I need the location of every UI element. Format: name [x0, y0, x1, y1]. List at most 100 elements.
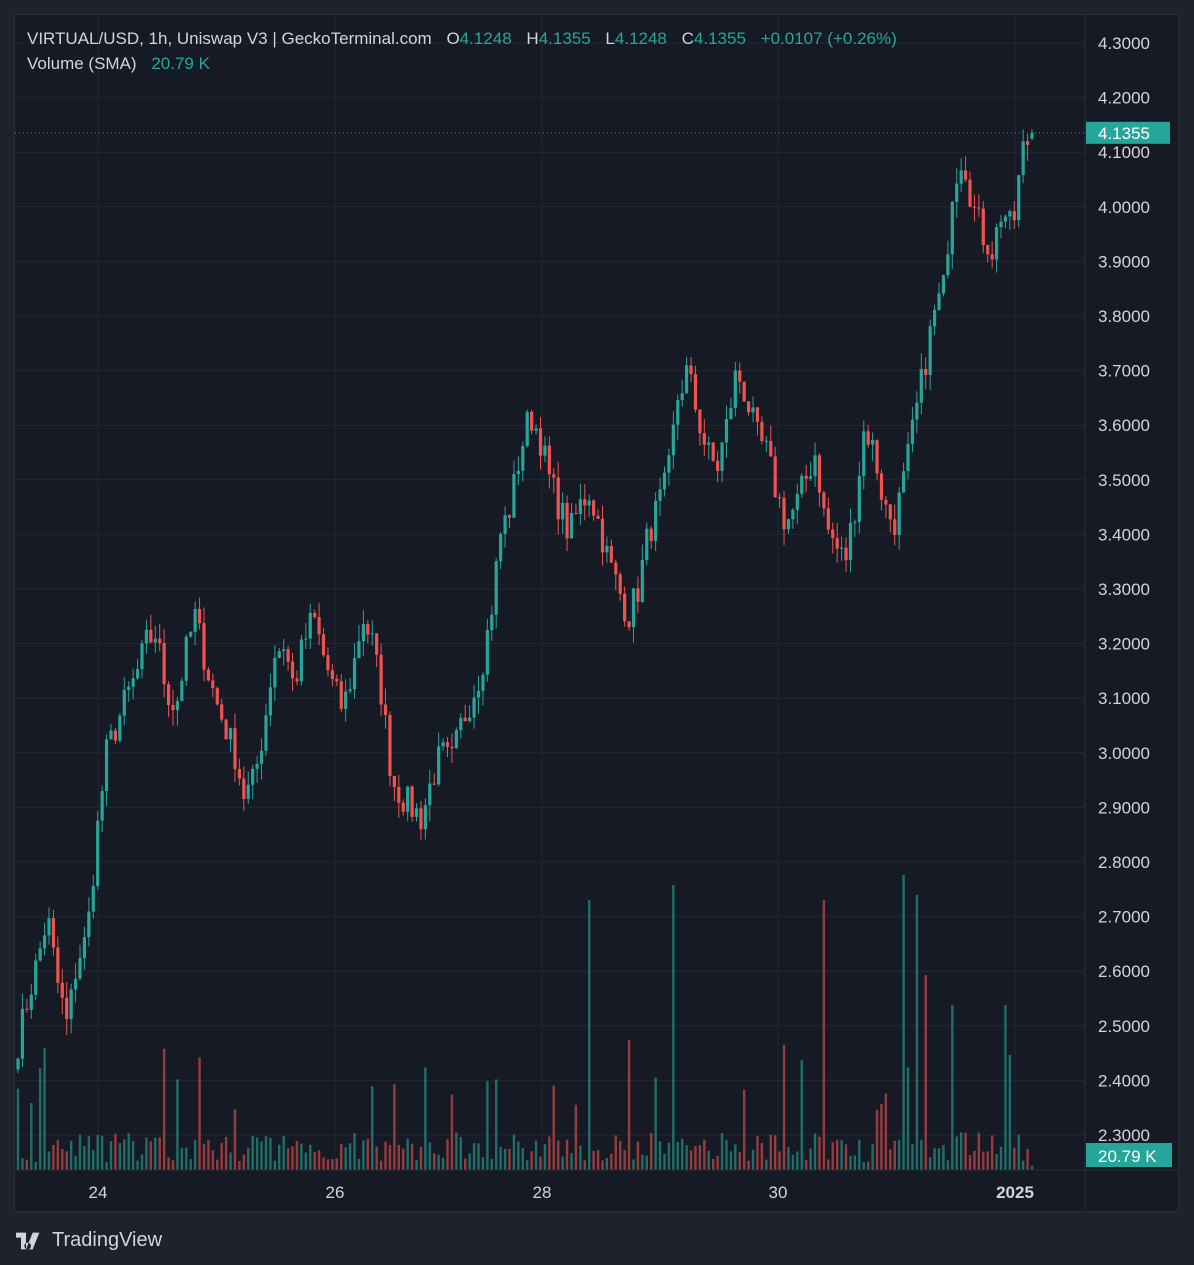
candle-body	[698, 409, 702, 434]
candle-body	[596, 515, 600, 519]
volume-bar	[649, 1132, 653, 1170]
volume-bar	[371, 1086, 374, 1170]
volume-label[interactable]: Volume (SMA)	[27, 54, 137, 73]
candle-body	[862, 431, 866, 477]
candle-body	[716, 460, 720, 471]
volume-bar	[804, 1159, 808, 1170]
candle-body	[370, 633, 374, 635]
candle-body	[755, 407, 760, 422]
volume-bar	[406, 1138, 409, 1170]
volume-bar	[415, 1159, 418, 1170]
volume-bar	[521, 1148, 524, 1170]
volume-bar	[605, 1157, 609, 1170]
volume-bar	[508, 1148, 511, 1170]
candle-body	[955, 183, 959, 202]
price-tick-label: 2.9000	[1098, 798, 1150, 817]
candle-body	[259, 750, 264, 764]
volume-bar	[866, 1161, 870, 1170]
volume-bar	[224, 1136, 228, 1170]
price-tick-label: 3.5000	[1098, 471, 1150, 490]
volume-bar	[247, 1148, 250, 1170]
candle-body	[233, 728, 237, 770]
volume-bar	[809, 1148, 812, 1170]
volume-bar	[65, 1151, 68, 1170]
candle-body	[804, 475, 808, 479]
volume-bar	[773, 1135, 777, 1170]
volume-bar	[787, 1146, 790, 1170]
volume-bar	[756, 1135, 759, 1170]
volume-bar	[309, 1144, 312, 1170]
volume-bar	[216, 1159, 219, 1170]
candle-body	[180, 680, 184, 701]
volume-bar	[437, 1154, 440, 1170]
candle-body	[764, 440, 768, 442]
candle-body	[729, 407, 733, 420]
candle-body	[242, 778, 246, 799]
volume-bar	[884, 1093, 888, 1170]
volume-bar	[366, 1138, 370, 1170]
candle-body	[463, 717, 467, 722]
volume-bar	[105, 1161, 108, 1170]
volume-bar	[982, 1151, 985, 1170]
volume-bar	[596, 1150, 600, 1170]
candle-body	[623, 593, 627, 622]
volume-bar	[189, 1159, 192, 1170]
candle-body	[122, 689, 126, 716]
candle-body	[667, 455, 671, 473]
volume-bar	[278, 1144, 281, 1170]
volume-bar	[999, 1146, 1003, 1170]
brand-footer[interactable]: TradingView	[16, 1229, 162, 1252]
candle-body	[441, 742, 445, 747]
candle-body	[476, 690, 481, 698]
candle-body	[968, 179, 972, 207]
volume-bar	[1030, 1166, 1034, 1170]
time-tick-label: 26	[326, 1183, 345, 1202]
tradingview-logo-icon	[16, 1232, 40, 1249]
candle-body	[445, 742, 450, 747]
volume-bar	[109, 1141, 113, 1170]
price-tick-label: 2.4000	[1098, 1071, 1150, 1090]
candle-body	[720, 442, 724, 471]
volume-bar	[96, 1135, 99, 1170]
candle-body	[175, 700, 180, 711]
price-tick-label: 3.1000	[1098, 689, 1150, 708]
candle-body	[538, 428, 543, 456]
volume-bar	[986, 1151, 989, 1170]
candle-body	[977, 207, 981, 209]
candle-body	[658, 489, 662, 501]
volume-bar	[118, 1143, 122, 1170]
candle-body	[733, 370, 737, 408]
last-price-badge	[1086, 121, 1170, 144]
volume-bar	[614, 1135, 617, 1170]
volume-bar	[450, 1094, 454, 1170]
candle-body	[255, 763, 259, 769]
volume-bar	[840, 1140, 843, 1170]
volume-bar	[211, 1150, 215, 1170]
price-chart[interactable]: 4.3000 4.2000 4.1000 4.0000 3.9000 3.8000 3.70…	[15, 15, 1179, 1211]
candle-body	[994, 227, 999, 260]
candle-body	[592, 500, 596, 516]
candle-body	[277, 651, 281, 659]
volume-bar	[601, 1160, 604, 1170]
candle-body	[304, 638, 308, 640]
candle-body	[937, 293, 941, 310]
candle-body	[897, 492, 901, 535]
close-key: C	[681, 29, 694, 48]
candle-body	[339, 681, 343, 709]
candle-body	[87, 911, 91, 938]
candle-body	[193, 609, 197, 632]
candle-body	[636, 588, 640, 602]
volume-bar	[340, 1143, 343, 1170]
candle-body	[831, 529, 835, 539]
volume-bar	[162, 1048, 166, 1170]
candle-body	[959, 170, 963, 184]
symbol-title[interactable]: VIRTUAL/USD, 1h, Uniswap V3 | GeckoTermi…	[27, 29, 432, 48]
candle-body	[428, 783, 432, 806]
volume-bar	[87, 1135, 91, 1170]
candle-body	[166, 684, 171, 706]
volume-bar	[818, 1136, 821, 1170]
volume-bar	[995, 1154, 998, 1170]
volume-bar	[729, 1151, 733, 1170]
volume-bar	[490, 1158, 493, 1170]
candle-body	[344, 691, 348, 709]
